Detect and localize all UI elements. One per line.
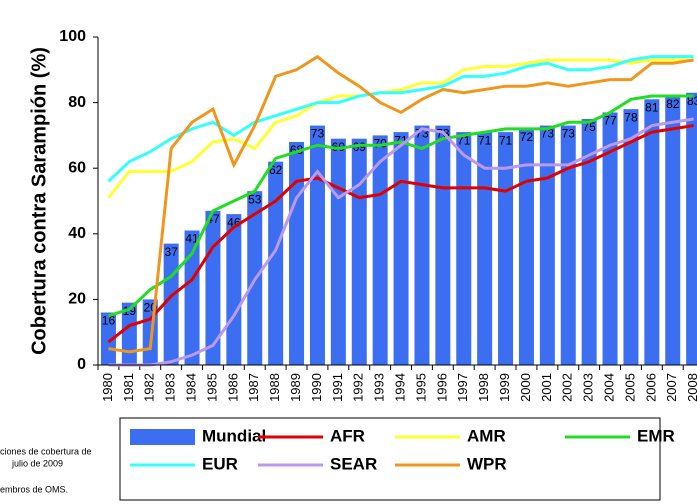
data-label: 69 [332,140,346,154]
x-tick-label: 2002 [560,373,575,402]
bar [205,210,221,365]
bar [393,132,409,365]
y-tick-label: 20 [68,291,86,308]
bar [309,125,325,365]
x-tick-label: 1993 [372,373,387,402]
bar [414,125,430,365]
bar [581,119,597,365]
x-tick-label: 1996 [434,373,449,402]
data-label: 83 [687,94,697,108]
bar [351,138,367,365]
bar [268,161,284,365]
x-tick-label: 1999 [497,373,512,402]
bar [518,128,534,365]
data-label: 62 [269,163,283,177]
x-tick-label: 2005 [622,373,637,402]
bar [665,96,681,365]
x-tick-label: 1983 [163,373,178,402]
footnote: ciones de cobertura de [0,446,92,456]
bar [435,125,451,365]
x-tick-label: 2003 [581,373,596,402]
x-tick-label: 1980 [100,373,115,402]
x-tick-label: 2006 [643,373,658,402]
bar [602,112,618,365]
data-label: 77 [603,114,617,128]
bar [100,312,116,365]
bar [289,141,305,365]
line-afr [107,124,694,344]
x-tick-label: 1985 [204,373,219,402]
y-tick-label: 100 [59,28,86,45]
bar [163,243,179,365]
legend-box [119,417,661,501]
data-label: 73 [311,127,325,141]
bar [372,135,388,365]
legend-label: AMR [467,426,506,445]
bar [121,302,137,365]
x-tick-label: 1994 [392,373,407,402]
data-label: 37 [164,245,178,259]
x-tick-label: 1982 [142,373,157,402]
bar [477,132,493,365]
line-emr [108,94,694,318]
bar [560,125,576,365]
x-tick-label: 1988 [267,373,282,402]
legend-label: Mundial [202,426,266,445]
x-tick-label: 1984 [183,373,198,402]
y-tick-label: 40 [68,225,86,242]
data-label: 41 [185,232,199,246]
bar [686,92,697,365]
x-tick-label: 1995 [413,373,428,402]
x-tick-label: 1989 [288,373,303,402]
x-tick-label: 2008 [685,373,697,402]
data-label: 71 [478,133,492,147]
data-label: 70 [373,137,387,151]
x-tick-label: 1992 [351,373,366,402]
bar [456,132,472,365]
bar [623,109,639,365]
data-label: 69 [353,140,367,154]
y-tick-label: 60 [68,159,86,176]
y-tick-label: 80 [68,94,86,111]
data-label: 82 [666,97,680,111]
x-tick-label: 2004 [601,373,616,402]
bar [330,138,346,365]
data-label: 81 [645,100,659,114]
y-axis-label: Cobertura contra Sarampión (%) [28,47,50,355]
x-tick-label: 1997 [455,373,470,402]
line-amr [107,58,694,199]
data-label: 71 [499,133,513,147]
x-tick-label: 2001 [539,373,554,402]
bar [226,214,242,365]
y-tick-label: 0 [77,356,86,373]
data-label: 73 [562,127,576,141]
bar [184,230,200,365]
x-tick-label: 1990 [309,373,324,402]
legend-swatch [130,429,195,445]
line-wpr [108,54,694,354]
data-label: 78 [624,110,638,124]
x-tick-label: 1981 [121,373,136,402]
x-tick-label: 2000 [518,373,533,402]
footnote: julio de 2009 [11,458,63,468]
x-tick-label: 1986 [225,373,240,402]
x-tick-label: 2007 [664,373,679,402]
x-tick-label: 1991 [330,373,345,402]
legend-label: SEAR [330,454,377,473]
legend-label: EMR [637,426,675,445]
line-eur [107,55,694,183]
line-sear [108,117,694,367]
bar [644,99,660,365]
bar [539,125,555,365]
data-label: 72 [520,130,534,144]
legend-label: EUR [202,454,238,473]
x-tick-label: 1987 [246,373,261,402]
legend-label: AFR [330,426,365,445]
x-tick-label: 1998 [476,373,491,402]
legend-label: WPR [467,454,507,473]
data-label: 53 [248,192,262,206]
data-label: 16 [102,314,116,328]
footnote: embros de OMS. [0,484,68,494]
